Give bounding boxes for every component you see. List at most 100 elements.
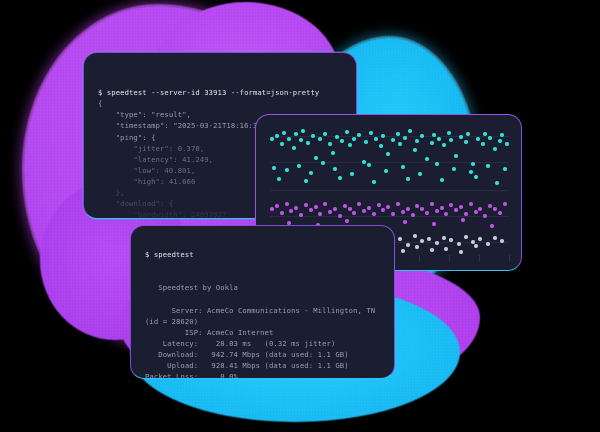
plot-dot-latency: [427, 236, 432, 241]
plot-dot-download: [306, 140, 311, 145]
plot-dot-download: [383, 169, 388, 174]
plot-dot-latency: [463, 234, 468, 239]
plot-dot-download: [451, 166, 456, 171]
plot-dot-download: [332, 167, 337, 172]
plot-dot-download: [405, 176, 410, 181]
plot-dot-download: [420, 134, 425, 138]
plot-dot-download: [311, 134, 316, 138]
plot-dot-upload: [274, 204, 279, 209]
summary-row: Upload: 928.41 Mbps (data used: 1.1 GB): [145, 361, 349, 371]
plot-dot-download: [335, 134, 340, 139]
plot-dot-upload: [405, 206, 410, 211]
plot-dot-download: [492, 147, 497, 152]
plot-dot-latency: [456, 242, 461, 247]
plot-dot-download: [366, 163, 371, 168]
plot-dot-upload: [284, 201, 289, 206]
plot-dot-latency: [434, 240, 439, 245]
plot-dot-upload: [352, 210, 357, 215]
plot-dot-download: [500, 133, 505, 138]
plot-dot-download: [454, 154, 459, 159]
plot-dot-download: [362, 159, 367, 164]
json-line: "high": 41.666: [98, 176, 196, 186]
summary-command: $ speedtest: [145, 250, 194, 260]
plot-dot-latency: [458, 250, 463, 254]
plot-dot-download: [415, 139, 420, 143]
plot-dot-latency: [444, 246, 449, 251]
plot-dot-upload: [478, 206, 483, 211]
plot-dot-latency: [471, 239, 476, 244]
terminal-card-summary[interactable]: $ speedtest Speedtest by Ookla Server: A…: [130, 225, 395, 379]
json-line: "download": {: [98, 199, 174, 209]
plot-dot-upload: [376, 203, 381, 208]
plot-dot-upload: [303, 203, 308, 208]
plot-dot-upload: [294, 205, 299, 210]
plot-dot-download: [398, 141, 403, 146]
plot-dot-upload: [299, 213, 304, 218]
plot-dot-download: [374, 137, 379, 142]
plot-dot-download: [466, 132, 471, 137]
plot-dot-download: [369, 130, 374, 135]
plot-dot-download: [497, 139, 502, 143]
plot-dot-latency: [429, 248, 434, 253]
axis-tick: [479, 255, 481, 261]
plot-dot-upload: [461, 218, 466, 223]
plot-dot-upload: [502, 201, 507, 206]
plot-gridline: [270, 190, 509, 192]
plot-dot-download: [340, 139, 345, 143]
plot-dot-upload: [473, 209, 478, 214]
plot-dot-download: [463, 139, 468, 144]
plot-dot-download: [502, 167, 507, 172]
summary-row: Packet Loss: 0.0%: [145, 372, 238, 379]
plot-dot-latency: [400, 249, 405, 254]
plot-dot-upload: [345, 219, 350, 224]
json-line: "type": "result",: [98, 110, 191, 120]
summary-row: Download: 942.74 Mbps (data used: 1.1 GB…: [145, 349, 349, 359]
plot-dot-download: [320, 160, 325, 165]
plot-dot-download: [270, 137, 274, 142]
plot-dot-upload: [386, 204, 391, 209]
plot-dot-latency: [449, 238, 454, 243]
plot-dot-upload: [490, 224, 495, 229]
plot-dot-upload: [425, 210, 430, 215]
summary-row: (id = 28620): [145, 316, 199, 326]
plot-dot-download: [330, 150, 335, 155]
plot-dot-download: [357, 133, 362, 138]
plot-dot-upload: [332, 206, 337, 211]
plot-dot-latency: [398, 237, 403, 242]
plot-dot-upload: [454, 208, 459, 213]
plot-dot-download: [294, 132, 299, 137]
plot-dot-download: [274, 134, 279, 138]
plot-dot-download: [308, 170, 313, 175]
summary-row: Server: AcmeCo Communications - Millingt…: [145, 305, 376, 315]
plot-dot-upload: [357, 201, 362, 206]
plot-dot-upload: [362, 209, 367, 214]
plot-dot-upload: [432, 222, 437, 227]
dot-plot-canvas: [256, 115, 521, 270]
plot-dot-latency: [415, 244, 420, 249]
plot-dot-upload: [328, 209, 333, 214]
plot-dot-download: [272, 165, 277, 170]
plot-dot-latency: [500, 239, 505, 244]
plot-dot-upload: [366, 205, 371, 210]
plot-dot-latency: [412, 234, 417, 239]
plot-gridline: [270, 215, 509, 217]
plot-dot-download: [412, 148, 417, 153]
plot-dot-upload: [444, 212, 449, 217]
plot-dot-latency: [485, 241, 490, 246]
plot-dot-download: [488, 135, 493, 140]
plot-dot-upload: [391, 211, 396, 216]
plot-dot-download: [299, 138, 304, 143]
plot-dot-download: [403, 135, 408, 140]
plot-dot-download: [429, 140, 434, 145]
plot-dot-upload: [270, 207, 274, 212]
plot-dot-upload: [347, 207, 352, 212]
json-line: "latency": 41.249,: [98, 154, 214, 164]
json-line: {: [98, 99, 103, 109]
summary-rows: Server: AcmeCo Communications - Millingt…: [145, 305, 376, 379]
plot-dot-upload: [323, 202, 328, 207]
summary-output-text: $ speedtest Speedtest by Ookla Server: A…: [131, 226, 394, 379]
plot-dot-download: [381, 134, 386, 138]
plot-dot-download: [352, 136, 357, 141]
axis-tick: [419, 255, 421, 261]
